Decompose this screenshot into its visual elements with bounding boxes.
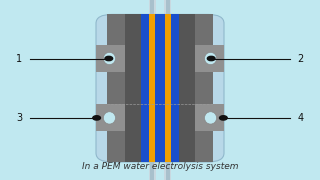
Text: 3: 3 (16, 113, 22, 123)
Circle shape (93, 116, 100, 120)
Bar (150, 0, 154, 14)
Circle shape (207, 56, 215, 61)
Ellipse shape (103, 112, 116, 124)
Circle shape (105, 56, 113, 61)
Bar (96, 104, 125, 131)
Ellipse shape (103, 52, 116, 65)
Bar (150, 157, 154, 180)
Bar (125, 14, 141, 162)
Bar (155, 14, 165, 162)
Bar (166, 157, 170, 180)
Bar (96, 45, 125, 72)
Ellipse shape (204, 52, 217, 65)
Bar (195, 14, 213, 162)
Bar (171, 14, 179, 162)
Bar (141, 14, 149, 162)
Bar (195, 45, 224, 72)
Bar (164, 0, 171, 14)
Bar (149, 0, 156, 14)
Text: 2: 2 (298, 53, 304, 64)
Text: In a PEM water electrolysis system: In a PEM water electrolysis system (82, 162, 238, 171)
Bar (166, 0, 170, 14)
FancyBboxPatch shape (96, 14, 224, 162)
Bar (164, 157, 171, 180)
Bar (179, 14, 195, 162)
Bar (107, 14, 125, 162)
Text: 1: 1 (16, 53, 22, 64)
Text: 4: 4 (298, 113, 304, 123)
Bar (149, 157, 156, 180)
Bar (149, 14, 171, 162)
Bar (195, 104, 224, 131)
Circle shape (220, 116, 227, 120)
Ellipse shape (204, 112, 217, 124)
